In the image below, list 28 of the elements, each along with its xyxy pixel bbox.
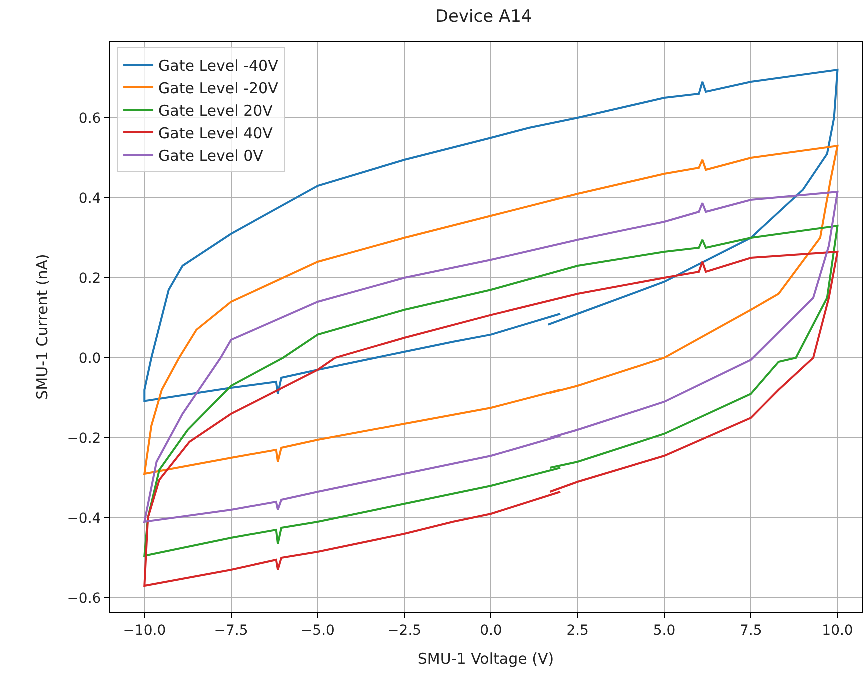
x-tick-label: 10.0 — [822, 622, 854, 639]
y-tick-label: 0.4 — [78, 190, 102, 207]
legend-label: Gate Level 20V — [158, 102, 274, 120]
x-tick-label: −2.5 — [388, 622, 422, 639]
line-series — [144, 145, 839, 475]
legend-label: Gate Level 40V — [158, 124, 274, 142]
x-tick-label: −7.5 — [214, 622, 248, 639]
x-tick-label: 5.0 — [653, 622, 676, 639]
legend-label: Gate Level -20V — [158, 79, 280, 98]
chart-title: Device A14 — [435, 7, 532, 28]
y-tick-label: −0.2 — [67, 430, 102, 447]
legend-label: Gate Level -40V — [158, 56, 280, 75]
y-tick-label: 0.0 — [78, 350, 102, 367]
x-tick-label: 7.5 — [740, 622, 762, 639]
x-tick-label: 0.0 — [480, 622, 502, 639]
y-tick-label: −0.4 — [67, 510, 102, 527]
y-tick-label: 0.2 — [78, 270, 102, 287]
x-tick-label: −10.0 — [123, 622, 166, 639]
x-tick-label: 2.5 — [566, 622, 589, 639]
x-tick-label: −5.0 — [300, 622, 335, 639]
x-axis-title: SMU-1 Voltage (V) — [418, 650, 554, 668]
y-tick-label: −0.6 — [67, 590, 102, 607]
line-series — [144, 225, 839, 557]
line-series — [144, 251, 839, 587]
y-tick-label: 0.6 — [78, 110, 102, 127]
line-series — [144, 191, 839, 523]
y-axis-title: SMU-1 Current (nA) — [33, 254, 52, 400]
legend-label: Gate Level 0V — [158, 146, 264, 165]
